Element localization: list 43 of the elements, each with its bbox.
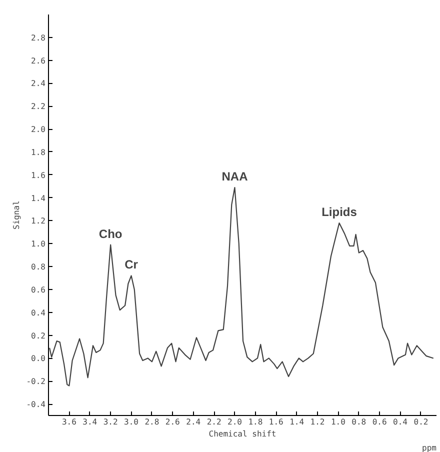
- annotation: Cho: [98, 226, 122, 241]
- annotation: Lipids: [322, 205, 358, 220]
- x-axis-title: Chemical shift: [208, 430, 276, 438]
- x-tick-label: 0.2: [414, 418, 428, 426]
- x-tick-label: 2.4: [186, 418, 201, 426]
- y-tick-label: 2.0: [31, 125, 46, 134]
- y-tick-label: 1.2: [31, 216, 46, 226]
- y-tick-label: 1.4: [31, 194, 46, 203]
- annotation: Cr: [124, 258, 138, 272]
- y-tick-label: 2.2: [31, 102, 46, 112]
- x-tick-label: 0.4: [393, 418, 408, 426]
- x-tick-label: 3.2: [103, 418, 118, 426]
- x-tick-label: 1.0: [330, 418, 346, 426]
- x-tick-label: 2.2: [206, 418, 222, 426]
- y-tick-label: 0.0: [31, 354, 46, 364]
- y-tick-label: -0.4: [26, 400, 46, 410]
- y-tick-label: 2.4: [31, 79, 46, 88]
- y-tick-label: 2.8: [31, 33, 46, 42]
- y-tick-label: 2.6: [31, 56, 46, 66]
- y-tick-label: 0.6: [31, 285, 46, 294]
- y-axis-title: Signal: [12, 200, 22, 230]
- text: ppm: [422, 444, 437, 452]
- y-tick-label: 1.6: [31, 170, 46, 180]
- y-tick-label: 1.0: [31, 240, 46, 249]
- line-series: [48, 186, 434, 386]
- x-tick-label: 2.6: [165, 418, 180, 426]
- x-tick-label: 3.0: [124, 418, 139, 426]
- y-tick-label: 0.2: [31, 331, 46, 340]
- x-tick-label: 2.0: [228, 418, 242, 426]
- x-tick-label: 1.8: [248, 418, 263, 426]
- y-tick-label: -0.2: [26, 377, 46, 386]
- y-tick-label: 0.8: [31, 262, 46, 272]
- x-tick-label: 0.6: [372, 418, 387, 426]
- x-tick-label: 1.2: [310, 418, 325, 426]
- x-tick-label: 2.8: [144, 418, 160, 426]
- x-tick-label: 3.6: [62, 418, 77, 426]
- y-tick-label: 1.8: [31, 148, 46, 157]
- y-tick-label: 0.4: [31, 308, 46, 318]
- x-tick-label: 1.6: [268, 418, 284, 426]
- x-tick-label: 0.8: [352, 418, 366, 426]
- annotation: NAA: [222, 170, 248, 184]
- x-tick-label: 3.4: [82, 418, 98, 426]
- x-tick-label: 1.4: [290, 418, 304, 426]
